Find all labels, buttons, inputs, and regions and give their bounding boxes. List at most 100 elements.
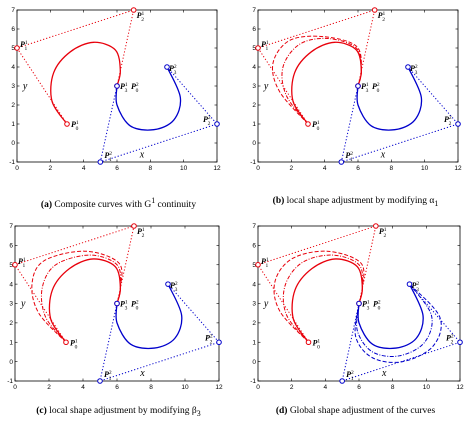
control-point-marker	[64, 121, 70, 127]
curve-red-dashed	[31, 250, 123, 343]
control-point-marker	[130, 7, 137, 13]
x-tick-label: 0	[256, 384, 260, 391]
y-tick-label: 3	[252, 83, 256, 90]
point-label-p23: P2 3	[412, 281, 420, 293]
point-label-p10: P1 0	[71, 120, 79, 132]
control-point-marker	[131, 223, 137, 229]
curve-blue-dashdot	[356, 283, 433, 357]
x-tick-label: 12	[454, 165, 462, 172]
y-tick-label: 1	[252, 121, 256, 128]
curve-red-solid	[291, 258, 364, 343]
control-point-marker	[457, 339, 463, 346]
control-polygon-2	[99, 283, 220, 382]
point-label-p12: P1 2	[378, 11, 386, 23]
caption-sub-c: 3	[196, 408, 201, 418]
y-tick-label: 2	[252, 102, 256, 109]
point-label-p22: P2 2	[446, 333, 454, 345]
y-tick-label: -1	[250, 159, 256, 166]
x-tick-label: 8	[390, 165, 394, 172]
y-axis-label: y	[22, 81, 28, 92]
y-tick-label: 4	[252, 64, 256, 71]
point-label-p22: P2 2	[444, 115, 452, 127]
x-tick-label: 10	[181, 384, 189, 391]
point-label-p12: P1 2	[137, 227, 145, 239]
x-tick-label: 6	[115, 384, 119, 391]
curve-red-dashed	[273, 250, 365, 343]
control-polygon-2	[340, 66, 459, 163]
control-point-marker	[255, 261, 261, 268]
x-axis-label: x	[380, 149, 386, 160]
control-point-marker	[63, 339, 69, 346]
y-tick-label: 6	[252, 26, 256, 33]
y-tick-label: 0	[252, 359, 256, 366]
control-point-marker	[355, 83, 361, 89]
point-label-p21: P2 1	[104, 151, 112, 163]
x-tick-label: 10	[421, 165, 429, 172]
curve-red-solid	[48, 258, 122, 343]
y-tick-label: 0	[9, 359, 13, 366]
y-tick-label: 6	[11, 26, 15, 33]
y-tick-label: -1	[7, 378, 13, 385]
x-tick-label: 2	[290, 165, 294, 172]
point-label-p12: P1 2	[137, 11, 145, 23]
curve-red-dashdot	[40, 254, 122, 343]
control-point-marker	[305, 339, 312, 346]
curve-blue-dashed	[354, 283, 442, 363]
curve-blue-solid	[115, 283, 183, 350]
y-tick-label: 7	[252, 223, 256, 230]
y-tick-label: 3	[11, 83, 15, 90]
control-point-marker	[97, 378, 103, 384]
y-tick-label: 3	[9, 301, 13, 308]
x-tick-label: 10	[180, 165, 188, 172]
point-label-p23: P2 3	[169, 64, 177, 76]
point-label-p13: P1 3	[120, 300, 128, 312]
y-axis-label: y	[263, 298, 269, 309]
point-label-p20: P2 0	[372, 82, 380, 94]
caption-text-b: local shape adjustment by modifying α	[286, 196, 435, 206]
y-axis-label: y	[263, 81, 269, 92]
point-label-p23: P2 3	[170, 281, 178, 293]
caption-tail-a: continuity	[155, 200, 197, 211]
point-label-p10: P1 0	[312, 120, 320, 132]
control-point-marker	[114, 83, 120, 89]
point-label-p21: P2 1	[104, 370, 112, 382]
y-tick-label: 5	[252, 45, 256, 52]
y-tick-label: 0	[252, 140, 256, 147]
x-tick-label: 2	[47, 384, 51, 391]
control-point-marker	[97, 159, 104, 165]
curve-red-solid	[50, 41, 121, 125]
point-label-p23: P2 3	[410, 64, 418, 76]
curve-blue-solid	[356, 66, 423, 131]
point-label-p22: P2 2	[205, 333, 213, 345]
curve-blue-solid	[115, 66, 182, 131]
caption-sub-b: 1	[434, 198, 439, 208]
x-tick-label: 6	[356, 165, 360, 172]
x-tick-label: 10	[423, 384, 431, 391]
control-point-marker	[455, 121, 461, 127]
caption-text-c: local shape adjustment by modifying β	[49, 406, 197, 416]
x-tick-label: 12	[213, 165, 221, 172]
x-tick-label: 2	[290, 384, 294, 391]
y-tick-label: 4	[9, 281, 13, 288]
point-label-p22: P2 2	[203, 115, 211, 127]
y-tick-label: 5	[9, 262, 13, 269]
y-tick-label: 3	[252, 301, 256, 308]
y-tick-label: 5	[252, 262, 256, 269]
control-point-marker	[305, 121, 311, 127]
y-tick-label: 1	[11, 121, 15, 128]
control-point-marker	[12, 261, 18, 268]
x-tick-label: 4	[82, 165, 86, 172]
y-tick-label: 1	[9, 339, 13, 346]
y-tick-label: 1	[252, 339, 256, 346]
control-polygon-1	[16, 9, 135, 125]
control-polygon-2	[99, 66, 218, 163]
x-axis-label: x	[139, 368, 145, 379]
x-tick-label: 6	[357, 384, 361, 391]
point-label-p13: P1 3	[361, 82, 369, 94]
control-polygon-1	[257, 225, 377, 343]
point-label-p20: P2 0	[373, 300, 381, 312]
y-tick-label: 7	[11, 7, 15, 14]
